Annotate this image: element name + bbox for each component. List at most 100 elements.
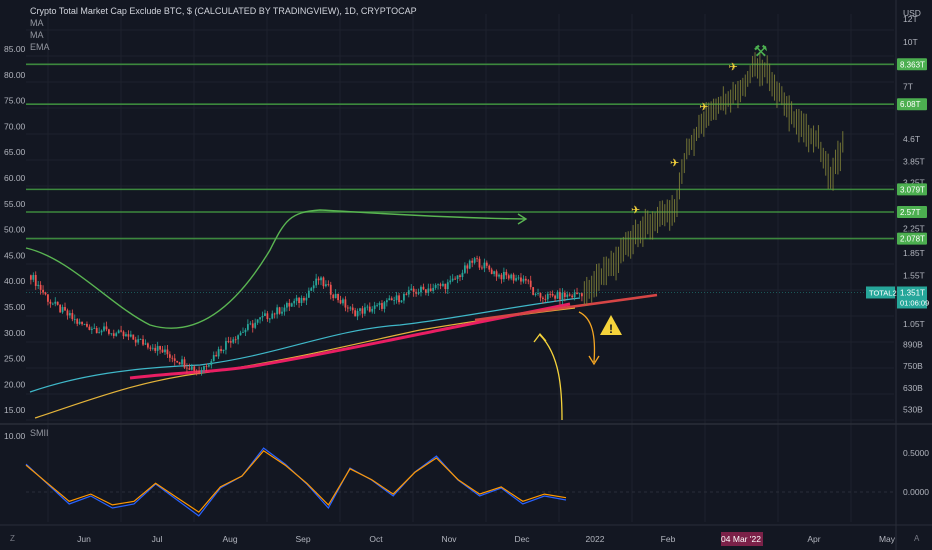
candle-body [76,319,79,324]
candle-body [471,260,474,263]
candle-body [481,267,483,269]
candle-body [261,316,264,318]
time-axis-label: Jun [77,534,91,544]
candle-body [434,285,437,288]
candle-body [383,302,386,309]
right-axis-tick: 10T [903,37,918,47]
candle-body [529,280,532,288]
candle-body [303,298,305,301]
candle-body [381,303,383,309]
candle-body [164,349,166,353]
candle-body [485,262,488,266]
candle-body [103,326,105,331]
indicator-ema[interactable]: EMA [30,42,50,52]
candle-body [366,306,369,308]
level-price-label: 2.078T [900,235,925,244]
left-axis-tick: 35.00 [4,302,26,312]
candle-body [295,297,298,301]
left-axis-tick: 45.00 [4,250,26,260]
candle-body [210,361,213,366]
level-price-plate [897,183,927,196]
horizontal-levels[interactable] [26,63,894,240]
right-axis-tick: 7T [903,82,913,92]
candle-body [127,334,130,337]
level-price-label: 2.57T [900,208,921,217]
candle-body [151,347,154,349]
candle-body [315,278,318,286]
candle-body [573,292,576,298]
candle-body [310,288,313,291]
osc-tick: 0.0000 [903,487,929,497]
level-price-plate [897,98,927,111]
candle-body [327,284,330,286]
left-axis-tick: 25.00 [4,354,26,364]
candle-body [561,292,564,300]
candle-body [429,288,432,291]
candle-body [339,300,342,304]
candle-body [142,339,144,345]
candle-body [93,328,96,329]
candle-body [154,347,157,351]
candle-body [400,300,403,303]
right-price-axis[interactable]: USD12T10T7T6T4.6T3.85T3.25T2.25T1.85T1.5… [26,8,929,497]
candle-body [371,308,374,312]
left-axis-tick: 40.00 [4,276,26,286]
candle-body [217,349,220,357]
green-curve-arrowhead [517,213,528,225]
candle-body [188,368,191,370]
candle-body [73,319,76,320]
candle-body [412,288,415,292]
candle-body [554,295,556,299]
candle-body [483,262,486,269]
oscillator-name[interactable]: SMII [30,428,49,438]
left-axis-tick: 55.00 [4,199,26,209]
candle-body [51,303,54,305]
candle-body [385,300,388,303]
candle-body [417,292,420,294]
candle-body [147,343,149,348]
candle-body [324,284,327,287]
candle-body [161,349,164,353]
candle-body [242,332,244,334]
level-price-plate [897,58,927,71]
candle-body [373,305,376,309]
candle-body [234,339,237,341]
time-axis[interactable]: Jun Jul Aug Sep Oct Nov Dec 2022 Feb 04 Mar '22 Ap… [77,532,896,546]
indicator-ma-1[interactable]: MA [30,18,44,28]
candle-body [81,321,83,325]
candle-body [346,307,349,309]
right-axis-tick: 1.55T [903,270,925,280]
candle-body [424,289,427,293]
candle-body [378,303,381,305]
candle-body [300,298,303,304]
osc-tick: 0.5000 [903,448,929,458]
candle-body [198,370,201,373]
candle-body [490,269,493,274]
candle-body [251,323,254,328]
candle-body [88,326,91,330]
left-axis-tick: 70.00 [4,121,26,131]
candle-body [493,271,496,274]
candle-body [281,311,283,314]
candle-body [388,298,391,301]
candle-body [66,310,69,316]
candle-body [100,330,103,333]
candle-body [98,332,101,334]
left-axis-tick: 80.00 [4,70,26,80]
indicator-ma-2[interactable]: MA [30,30,44,40]
level-price-label: 8.363T [900,60,925,69]
chart-title: Crypto Total Market Cap Exclude BTC, $ (… [30,6,417,16]
time-axis-label: Jul [152,534,163,544]
candle-body [532,287,535,295]
price-tag [897,286,927,309]
symbol-tag [866,286,895,299]
candle-body [34,275,37,286]
candle-body [166,349,169,355]
candle-body [571,295,574,298]
candle-body [244,329,247,333]
time-axis-label: Feb [661,534,676,544]
candle-body [207,365,210,367]
left-axis-tick: 20.00 [4,379,26,389]
